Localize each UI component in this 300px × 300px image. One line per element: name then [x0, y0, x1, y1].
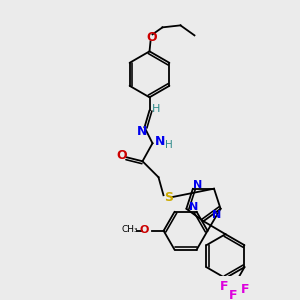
- Text: O: O: [140, 225, 149, 235]
- Text: N: N: [137, 125, 148, 138]
- Text: N: N: [189, 202, 198, 212]
- Text: N: N: [155, 135, 166, 148]
- Text: CH₃: CH₃: [121, 225, 138, 234]
- Text: N: N: [193, 180, 203, 190]
- Text: H: H: [152, 104, 161, 114]
- Text: H: H: [165, 140, 172, 150]
- Text: F: F: [241, 283, 250, 296]
- Text: F: F: [229, 289, 238, 300]
- Text: F: F: [220, 280, 229, 292]
- Text: O: O: [116, 149, 127, 162]
- Text: O: O: [146, 31, 157, 44]
- Text: S: S: [164, 191, 173, 204]
- Text: N: N: [212, 210, 221, 220]
